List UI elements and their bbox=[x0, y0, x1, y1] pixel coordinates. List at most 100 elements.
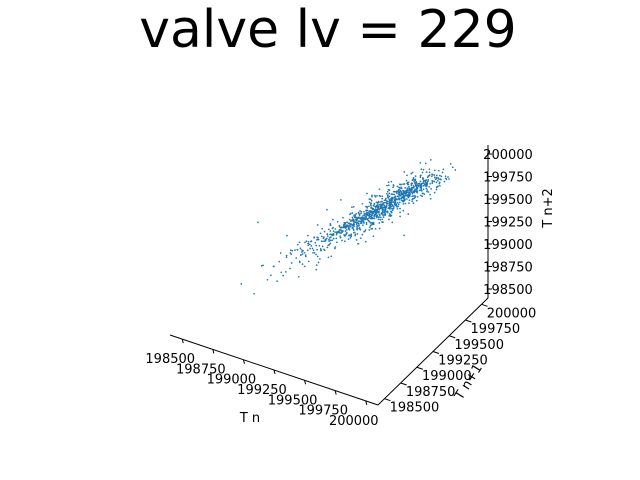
data-point bbox=[378, 227, 381, 230]
data-point bbox=[408, 188, 411, 191]
data-point bbox=[357, 211, 360, 214]
data-point bbox=[334, 228, 337, 230]
data-point bbox=[326, 235, 329, 237]
data-point bbox=[317, 238, 320, 241]
x-tick-mark bbox=[334, 390, 337, 395]
data-point bbox=[402, 209, 405, 212]
data-point bbox=[360, 210, 363, 213]
data-point bbox=[430, 175, 433, 178]
data-point bbox=[335, 231, 338, 233]
data-point bbox=[296, 249, 299, 251]
data-point bbox=[285, 256, 288, 259]
data-point bbox=[449, 163, 452, 165]
data-point bbox=[381, 218, 384, 221]
data-point bbox=[407, 183, 410, 186]
data-point bbox=[410, 191, 413, 194]
x-tick-label: 199500 bbox=[268, 393, 318, 408]
data-point bbox=[418, 183, 421, 185]
data-point bbox=[440, 175, 443, 178]
data-point bbox=[374, 213, 376, 216]
data-point bbox=[311, 247, 314, 250]
data-point bbox=[435, 186, 438, 189]
data-point bbox=[332, 234, 335, 236]
data-point bbox=[378, 194, 381, 197]
data-point bbox=[431, 182, 434, 185]
data-point bbox=[425, 183, 427, 186]
data-point bbox=[390, 202, 392, 205]
data-point bbox=[240, 283, 243, 285]
data-point bbox=[402, 202, 405, 205]
data-point bbox=[315, 244, 318, 247]
data-point bbox=[397, 193, 400, 195]
data-point bbox=[402, 189, 404, 192]
data-point bbox=[322, 240, 324, 243]
data-point bbox=[372, 208, 375, 210]
x-tick-mark bbox=[212, 349, 215, 354]
z-tick-label: 198500 bbox=[483, 283, 533, 298]
data-point bbox=[414, 183, 417, 186]
data-point bbox=[327, 244, 330, 247]
data-point bbox=[349, 237, 352, 239]
data-point bbox=[435, 174, 438, 177]
data-point bbox=[381, 208, 384, 210]
data-point bbox=[399, 207, 401, 210]
data-point bbox=[400, 197, 403, 200]
data-point bbox=[390, 193, 393, 195]
data-point bbox=[385, 202, 388, 204]
data-point bbox=[419, 180, 422, 183]
data-point bbox=[388, 192, 391, 195]
data-point bbox=[313, 236, 316, 239]
data-point bbox=[358, 213, 361, 216]
data-point bbox=[399, 215, 401, 218]
data-point bbox=[408, 202, 410, 204]
data-point bbox=[316, 238, 319, 241]
data-point bbox=[315, 268, 318, 271]
data-point bbox=[422, 168, 425, 171]
data-point bbox=[298, 261, 301, 264]
data-point bbox=[298, 241, 301, 244]
data-point bbox=[370, 199, 373, 202]
data-point bbox=[355, 239, 358, 241]
data-point bbox=[368, 215, 371, 218]
data-point bbox=[357, 242, 360, 245]
data-point bbox=[393, 206, 395, 208]
data-point bbox=[435, 177, 438, 180]
y-tick-mark bbox=[481, 303, 488, 307]
data-point bbox=[400, 187, 403, 190]
data-point bbox=[344, 240, 346, 243]
data-point bbox=[407, 213, 410, 215]
data-point bbox=[329, 223, 332, 225]
data-point bbox=[365, 214, 368, 216]
data-point bbox=[371, 227, 374, 230]
data-point bbox=[328, 240, 330, 242]
y-tick-label: 199500 bbox=[454, 338, 504, 353]
data-point bbox=[413, 191, 415, 194]
data-point bbox=[352, 206, 355, 208]
data-point bbox=[386, 211, 389, 214]
x-axis-label: T n bbox=[239, 411, 260, 426]
data-point bbox=[406, 191, 409, 194]
data-point bbox=[381, 221, 383, 223]
data-point bbox=[353, 231, 356, 234]
data-point bbox=[315, 253, 317, 256]
data-point bbox=[378, 213, 380, 215]
data-point bbox=[392, 197, 394, 200]
data-point bbox=[387, 207, 390, 210]
data-point bbox=[396, 202, 399, 204]
data-point bbox=[412, 202, 415, 204]
data-point bbox=[429, 193, 431, 196]
x-tick-mark bbox=[304, 380, 307, 385]
data-point bbox=[407, 189, 409, 192]
data-point bbox=[381, 197, 384, 200]
data-point bbox=[441, 171, 444, 174]
data-point bbox=[295, 257, 298, 259]
data-point bbox=[328, 237, 331, 239]
data-point bbox=[415, 199, 418, 202]
data-point bbox=[334, 246, 337, 248]
data-point bbox=[398, 201, 401, 204]
data-point bbox=[399, 211, 401, 214]
data-point bbox=[380, 213, 383, 215]
data-point bbox=[410, 172, 413, 175]
data-point bbox=[257, 221, 259, 224]
data-point bbox=[400, 191, 403, 193]
